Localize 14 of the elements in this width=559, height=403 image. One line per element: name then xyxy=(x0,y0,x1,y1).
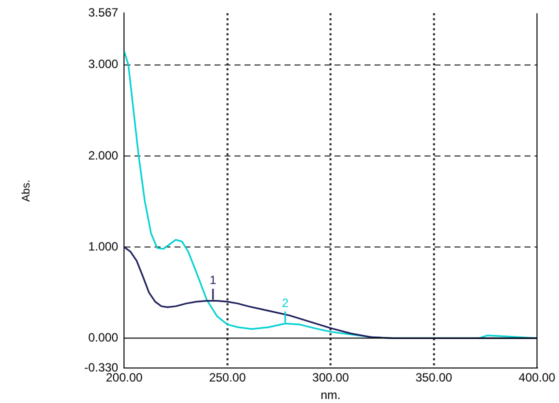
annotation: 1 xyxy=(210,273,217,288)
y-axis-title: Abs. xyxy=(20,180,33,202)
x-tick-label: 300.00 xyxy=(312,370,350,385)
y-tick-label: 1.000 xyxy=(88,239,119,254)
x-axis-title: nm. xyxy=(320,388,341,402)
x-tick-label: 250.00 xyxy=(209,370,246,385)
y-tick-label: 3.567 xyxy=(88,6,119,20)
x-tick-label: 400.00 xyxy=(518,370,556,385)
y-tick-label: 3.000 xyxy=(88,57,119,72)
y-tick-label: 0.000 xyxy=(88,330,119,344)
x-tick-label: 350.00 xyxy=(415,370,452,385)
x-tick-label: 200.00 xyxy=(106,370,143,385)
y-tick-label: 2.000 xyxy=(88,148,119,162)
annotation: 2 xyxy=(282,296,289,310)
